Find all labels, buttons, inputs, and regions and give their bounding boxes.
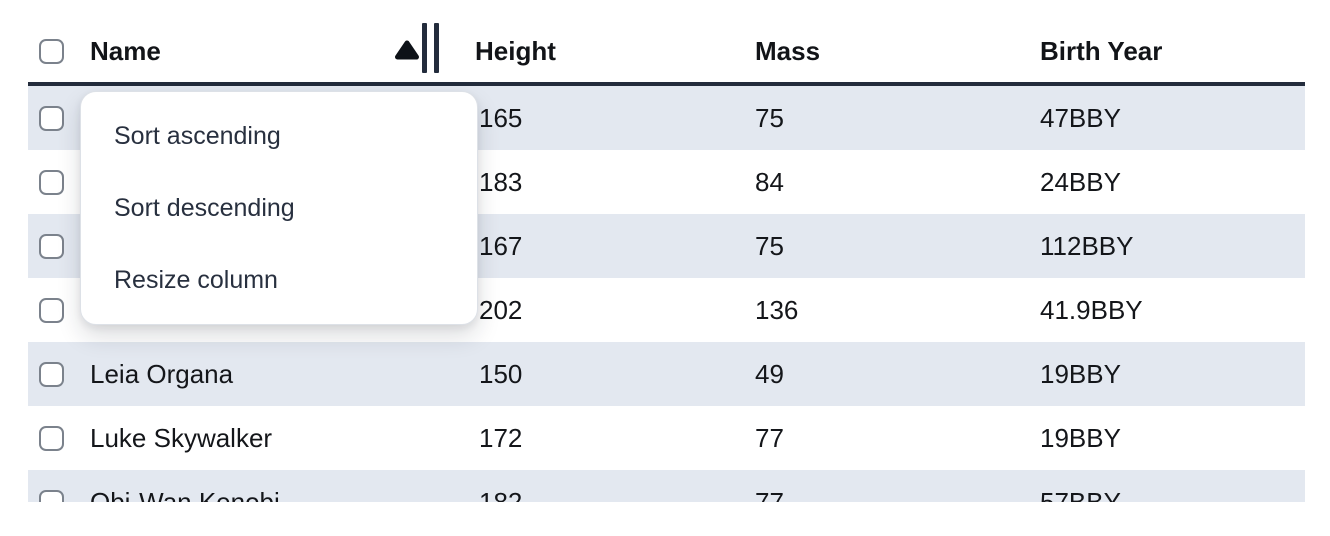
column-context-menu: Sort ascending Sort descending Resize co… <box>80 91 478 325</box>
cell-mass: 136 <box>755 294 799 325</box>
column-header-mass-label: Mass <box>755 35 821 66</box>
cell-birth-year: 24BBY <box>1040 166 1121 197</box>
row-checkbox[interactable] <box>39 233 64 259</box>
row-checkbox[interactable] <box>39 425 64 451</box>
cell-name: Leia Organa <box>90 358 234 389</box>
cell-mass: 75 <box>755 230 784 261</box>
menu-item-sort-descending[interactable]: Sort descending <box>114 193 295 222</box>
cell-mass: 84 <box>755 166 784 197</box>
table-row: Obi-Wan Kenobi 182 77 57BBY <box>28 470 1305 502</box>
select-all-cell <box>28 38 80 64</box>
sort-ascending-icon[interactable] <box>394 39 420 61</box>
cell-birth-year: 112BBY <box>1040 230 1134 261</box>
cell-birth-year: 41.9BBY <box>1040 294 1143 325</box>
table-row: 202 136 41.9BBY <box>28 278 1305 342</box>
cell-height: 165 <box>479 102 523 133</box>
table-row: 183 84 24BBY <box>28 150 1305 214</box>
table-row: Leia Organa 150 49 19BBY <box>28 342 1305 406</box>
cell-name: Obi-Wan Kenobi <box>90 486 280 503</box>
column-header-mass[interactable]: Mass <box>755 20 1040 82</box>
table-row: Luke Skywalker 172 77 19BBY <box>28 406 1305 470</box>
column-header-birth-year-label: Birth Year <box>1040 35 1163 66</box>
row-checkbox[interactable] <box>39 169 64 195</box>
row-checkbox[interactable] <box>39 489 64 502</box>
cell-height: 150 <box>479 358 523 389</box>
cell-birth-year: 57BBY <box>1040 486 1121 503</box>
column-header-height[interactable]: Height <box>475 20 755 82</box>
menu-item-resize-column[interactable]: Resize column <box>114 265 278 294</box>
column-header-name[interactable]: Name <box>80 20 475 82</box>
cell-height: 183 <box>479 166 523 197</box>
cell-height: 167 <box>479 230 523 261</box>
cell-height: 172 <box>479 422 523 453</box>
menu-item-sort-ascending[interactable]: Sort ascending <box>114 121 281 150</box>
cell-mass: 49 <box>755 358 784 389</box>
column-resize-handle-icon[interactable] <box>422 23 439 73</box>
select-all-checkbox[interactable] <box>39 38 64 64</box>
column-header-height-label: Height <box>475 35 556 66</box>
cell-birth-year: 19BBY <box>1040 422 1121 453</box>
column-header-birth-year[interactable]: Birth Year <box>1040 20 1305 82</box>
cell-mass: 77 <box>755 422 784 453</box>
cell-name: Luke Skywalker <box>90 422 273 453</box>
cell-height: 182 <box>479 486 523 503</box>
cell-height: 202 <box>479 294 523 325</box>
cell-mass: 75 <box>755 102 784 133</box>
cell-birth-year: 47BBY <box>1040 102 1121 133</box>
column-header-name-label: Name <box>90 35 161 66</box>
row-checkbox[interactable] <box>39 105 64 131</box>
cell-mass: 77 <box>755 486 784 503</box>
row-checkbox[interactable] <box>39 297 64 323</box>
cell-birth-year: 19BBY <box>1040 358 1121 389</box>
row-checkbox[interactable] <box>39 361 64 387</box>
table-header-row: Name Height Mass Birth Year <box>28 0 1305 86</box>
